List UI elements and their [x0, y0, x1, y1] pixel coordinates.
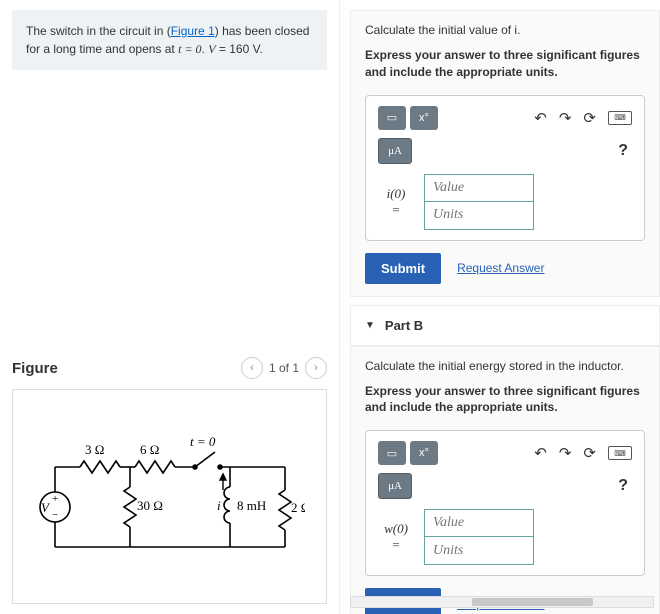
request-answer-link-a[interactable]: Request Answer: [457, 261, 544, 275]
part-a-block: Calculate the initial value of i. Expres…: [350, 10, 660, 297]
help-icon-a[interactable]: ?: [614, 142, 632, 160]
part-a-instruction: Express your answer to three significant…: [365, 47, 645, 81]
condition-v-label: V: [208, 42, 215, 56]
label-r4: 2 Ω: [291, 500, 305, 515]
keyboard-icon-b[interactable]: ⌨: [608, 446, 632, 460]
submit-button-a[interactable]: Submit: [365, 253, 441, 284]
figure-next-button[interactable]: ›: [305, 357, 327, 379]
chevron-down-icon: ▼: [365, 320, 375, 331]
figure-prev-button[interactable]: ‹: [241, 357, 263, 379]
part-b-header[interactable]: ▼ Part B: [350, 305, 660, 346]
part-a-question: Calculate the initial value of i.: [365, 23, 645, 37]
symbols-icon-b[interactable]: x°: [410, 441, 438, 465]
part-b-block: Calculate the initial energy stored in t…: [350, 346, 660, 614]
scrollbar-thumb[interactable]: [472, 598, 593, 606]
action-row-a: Submit Request Answer: [365, 253, 645, 284]
label-r2: 6 Ω: [140, 442, 159, 457]
unit-row-a: μA ?: [378, 138, 632, 164]
lhs-a: i(0)=: [378, 186, 414, 218]
left-panel: The switch in the circuit in (Figure 1) …: [0, 0, 340, 614]
label-t0: t = 0: [190, 434, 216, 449]
problem-statement: The switch in the circuit in (Figure 1) …: [12, 10, 327, 70]
part-b-question: Calculate the initial energy stored in t…: [365, 359, 645, 373]
figure-link[interactable]: Figure 1: [171, 24, 215, 38]
figure-header: Figure ‹ 1 of 1 ›: [12, 351, 327, 389]
figure-canvas: V + − 3 Ω 6 Ω t = 0 30 Ω i 8 mH 2 Ω: [12, 389, 327, 604]
label-v: V: [41, 500, 51, 515]
label-l1: 8 mH: [237, 498, 266, 513]
keyboard-icon[interactable]: ⌨: [608, 111, 632, 125]
toolbar-b: ▭ x° ↶ ↷ ⟳ ⌨: [378, 441, 632, 465]
unit-row-b: μA ?: [378, 473, 632, 499]
figure-counter: 1 of 1: [269, 361, 299, 375]
eq-row-b: w(0)=: [378, 509, 632, 565]
part-b-answer-box: ▭ x° ↶ ↷ ⟳ ⌨ μA ? w(0)=: [365, 430, 645, 576]
condition-t: t = 0: [178, 42, 201, 56]
value-input-a[interactable]: [424, 174, 534, 202]
undo-icon[interactable]: ↶: [534, 109, 547, 127]
circuit-diagram: V + − 3 Ω 6 Ω t = 0 30 Ω i 8 mH 2 Ω: [35, 432, 305, 562]
part-b-title: Part B: [385, 318, 423, 333]
condition-v-value: = 160 V: [216, 42, 260, 56]
unit-button-b[interactable]: μA: [378, 473, 412, 499]
value-input-b[interactable]: [424, 509, 534, 537]
horizontal-scrollbar[interactable]: [350, 596, 654, 608]
symbols-icon[interactable]: x°: [410, 106, 438, 130]
label-r3: 30 Ω: [137, 498, 163, 513]
svg-text:+: +: [52, 493, 58, 505]
period2: .: [260, 42, 263, 56]
undo-icon-b[interactable]: ↶: [534, 444, 547, 462]
lhs-b: w(0)=: [378, 521, 414, 553]
label-r1: 3 Ω: [85, 442, 104, 457]
part-b-instruction: Express your answer to three significant…: [365, 383, 645, 417]
right-panel: Calculate the initial value of i. Expres…: [340, 0, 660, 614]
toolbar-a: ▭ x° ↶ ↷ ⟳ ⌨: [378, 106, 632, 130]
part-a-answer-box: ▭ x° ↶ ↷ ⟳ ⌨ μA ? i(0)=: [365, 95, 645, 241]
period: .: [202, 42, 205, 56]
units-input-a[interactable]: [424, 202, 534, 230]
templates-icon-b[interactable]: ▭: [378, 441, 406, 465]
units-input-b[interactable]: [424, 537, 534, 565]
eq-row-a: i(0)=: [378, 174, 632, 230]
svg-text:−: −: [52, 509, 58, 521]
figure-section: Figure ‹ 1 of 1 ›: [12, 351, 327, 604]
figure-title: Figure: [12, 360, 58, 377]
reset-icon-b[interactable]: ⟳: [583, 444, 596, 462]
redo-icon-b[interactable]: ↷: [559, 444, 572, 462]
problem-text-prefix: The switch in the circuit in (: [26, 24, 171, 38]
redo-icon[interactable]: ↷: [559, 109, 572, 127]
unit-button-a[interactable]: μA: [378, 138, 412, 164]
reset-icon[interactable]: ⟳: [583, 109, 596, 127]
figure-nav: ‹ 1 of 1 ›: [241, 357, 327, 379]
templates-icon[interactable]: ▭: [378, 106, 406, 130]
help-icon-b[interactable]: ?: [614, 477, 632, 495]
label-i: i: [217, 498, 221, 513]
